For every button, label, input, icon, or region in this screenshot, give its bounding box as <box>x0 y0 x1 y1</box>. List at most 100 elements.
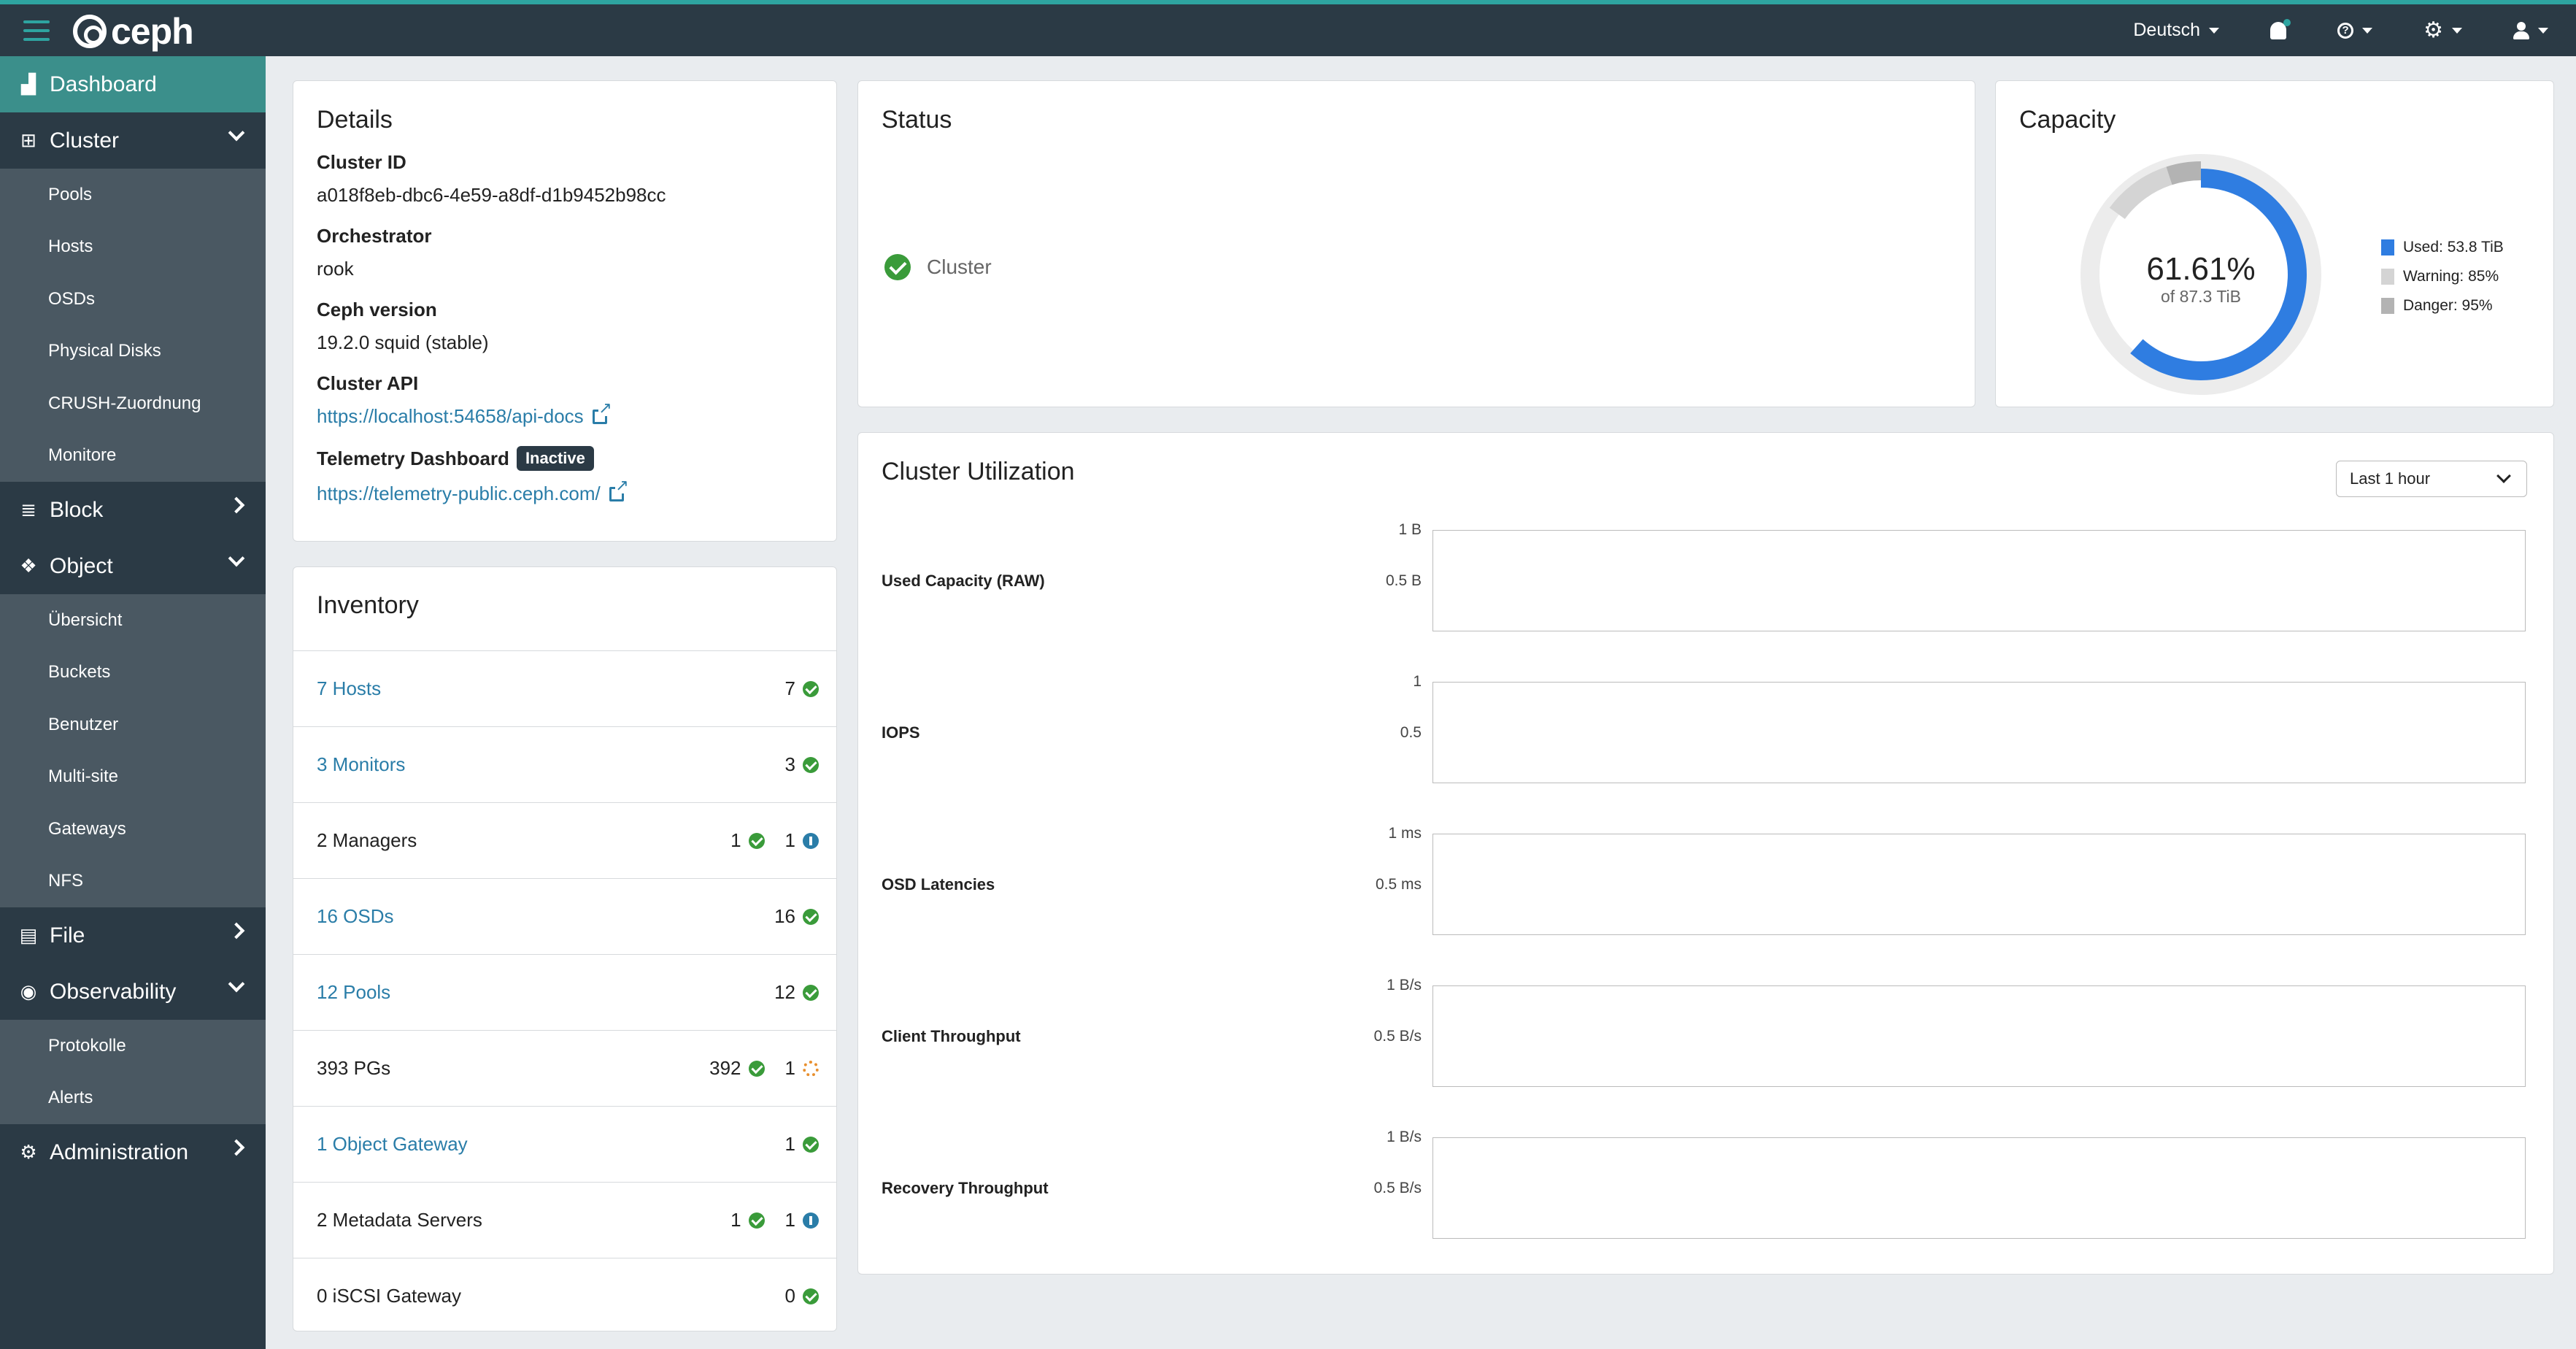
cluster-status[interactable]: Cluster <box>884 254 992 280</box>
inventory-row: 393 PGs 392 1 <box>293 1030 836 1106</box>
sidebar-item-hosts[interactable]: Hosts <box>48 237 93 257</box>
utilization-row-label: OSD Latencies <box>882 875 995 893</box>
y-axis-tick-label: 0.5 ms <box>1375 876 1422 893</box>
inventory-row[interactable]: 12 Pools 12 <box>293 954 836 1030</box>
cluster-status-label: Cluster <box>927 255 992 278</box>
sidebar-item-label: Dashboard <box>50 72 157 96</box>
inventory-count: 1 <box>784 1133 795 1155</box>
sidebar-item-crush-map[interactable]: CRUSH-Zuordnung <box>48 393 201 413</box>
y-axis-tick-label: 1 B/s <box>1387 1129 1422 1145</box>
inventory-row-label: 393 PGs <box>317 1057 391 1079</box>
user-dropdown[interactable] <box>2513 21 2548 39</box>
sidebar-item-osds[interactable]: OSDs <box>48 288 96 309</box>
capacity-percent: 61.61% <box>2146 251 2255 287</box>
area-chart-icon: ▟ <box>21 73 36 95</box>
settings-dropdown[interactable]: ⚙ <box>2423 18 2462 42</box>
utilization-chart-area[interactable] <box>1432 530 2526 631</box>
inventory-row[interactable]: 3 Monitors 3 <box>293 726 836 802</box>
time-range-select[interactable]: Last 1 hour <box>2336 461 2527 497</box>
eye-icon: ◉ <box>20 980 37 1002</box>
language-dropdown[interactable]: Deutsch <box>2133 20 2220 41</box>
inventory-row: 2 Metadata Servers 1 1 <box>293 1182 836 1258</box>
sidebar-item-cluster[interactable]: ⊞ Cluster <box>0 112 266 169</box>
inventory-row-counts: 7 <box>765 677 819 700</box>
inventory-row-label[interactable]: 7 Hosts <box>317 677 382 699</box>
sidebar-item-gateways[interactable]: Gateways <box>48 818 126 839</box>
ceph-logo[interactable]: ceph <box>73 13 194 50</box>
sidebar-item-alerts[interactable]: Alerts <box>48 1088 93 1108</box>
inventory-row-label: 2 Managers <box>317 829 417 851</box>
sidebar-item-monitors[interactable]: Monitore <box>48 445 117 466</box>
inventory-row: 2 Managers 1 1 <box>293 802 836 878</box>
legend-danger: Danger: 95% <box>2381 291 2504 320</box>
inventory-row[interactable]: 16 OSDs 16 <box>293 878 836 954</box>
sidebar-item-users[interactable]: Benutzer <box>48 714 119 734</box>
legend-used: Used: 53.8 TiB <box>2381 233 2504 262</box>
y-axis-tick-label: 0.5 B <box>1385 572 1422 589</box>
telemetry-url: https://telemetry-public.ceph.com/ <box>317 483 601 504</box>
external-link-icon <box>592 399 612 424</box>
cluster-api-url: https://localhost:54658/api-docs <box>317 405 584 427</box>
inventory-count: 12 <box>774 981 795 1003</box>
sidebar-item-logs[interactable]: Protokolle <box>48 1035 126 1056</box>
utilization-chart-area[interactable] <box>1432 682 2526 783</box>
sidebar-item-physical-disks[interactable]: Physical Disks <box>48 341 161 361</box>
sidebar-item-block[interactable]: ≣ Block <box>0 482 266 538</box>
menu-toggle-icon[interactable] <box>23 20 50 42</box>
inventory-row-label[interactable]: 12 Pools <box>317 981 391 1003</box>
telemetry-label-row: Telemetry Dashboard Inactive <box>317 446 594 471</box>
cluster-utilization-card: Cluster Utilization Last 1 hour Used Cap… <box>857 432 2554 1275</box>
inventory-row-counts: 3 <box>765 753 819 776</box>
inventory-count: 1 <box>784 1209 795 1231</box>
sidebar-item-multi-site[interactable]: Multi-site <box>48 766 119 787</box>
chevron-down-icon <box>228 550 245 567</box>
cluster-api-link[interactable]: https://localhost:54658/api-docs <box>317 399 612 428</box>
ceph-version-value: 19.2.0 squid (stable) <box>317 331 489 353</box>
sidebar-item-overview[interactable]: Übersicht <box>48 610 123 630</box>
check-circle-icon <box>748 832 765 849</box>
inventory-row[interactable]: 1 Object Gateway 1 <box>293 1106 836 1182</box>
notifications-button[interactable] <box>2270 18 2291 39</box>
sidebar-item-buckets[interactable]: Buckets <box>48 662 111 683</box>
inventory-row: 0 iSCSI Gateway 0 <box>293 1258 836 1334</box>
cubes-icon: ❖ <box>20 555 37 577</box>
inventory-row-label[interactable]: 3 Monitors <box>317 753 406 775</box>
check-circle-icon <box>748 1212 765 1229</box>
utilization-chart-area[interactable] <box>1432 1137 2526 1239</box>
sidebar-item-label: Administration <box>50 1139 189 1164</box>
chevron-right-icon <box>228 1139 245 1156</box>
object-submenu: Übersicht Buckets Benutzer Multi-site Ga… <box>0 594 266 907</box>
sidebar-item-administration[interactable]: ⚙ Administration <box>0 1124 266 1180</box>
sidebar-item-file[interactable]: ▤ File <box>0 907 266 964</box>
top-nav-right: Deutsch ? ⚙ <box>2133 4 2576 56</box>
sidebar-item-label: Object <box>50 553 113 578</box>
sitemap-icon: ⊞ <box>20 129 36 151</box>
y-axis-tick-label: 1 <box>1413 673 1422 690</box>
database-icon: ≣ <box>20 499 36 520</box>
inventory-row-label[interactable]: 16 OSDs <box>317 905 394 927</box>
inventory-row[interactable]: 7 Hosts 7 <box>293 650 836 726</box>
sidebar-item-nfs[interactable]: NFS <box>48 871 83 891</box>
y-axis-tick-label: 1 B/s <box>1387 977 1422 994</box>
chevron-down-icon <box>228 124 245 142</box>
inventory-count: 1 <box>784 1057 795 1079</box>
chevron-down-icon <box>228 975 245 993</box>
sidebar-item-pools[interactable]: Pools <box>48 184 93 204</box>
sidebar-item-object[interactable]: ❖ Object <box>0 538 266 594</box>
help-dropdown[interactable]: ? <box>2337 22 2373 39</box>
capacity-donut[interactable]: 61.61% of 87.3 TiB <box>2079 153 2323 396</box>
chevron-right-icon <box>228 922 245 939</box>
check-circle-icon <box>803 984 819 1001</box>
utilization-chart-area[interactable] <box>1432 834 2526 935</box>
gear-icon: ⚙ <box>2423 18 2443 42</box>
sidebar-item-dashboard[interactable]: ▟ Dashboard <box>0 56 266 112</box>
inventory-row-label[interactable]: 1 Object Gateway <box>317 1133 468 1155</box>
y-axis-tick-label: 1 B <box>1398 521 1422 538</box>
top-navbar: ceph Deutsch ? ⚙ <box>0 0 2576 56</box>
y-axis-tick-label: 0.5 <box>1400 724 1422 741</box>
utilization-chart-area[interactable] <box>1432 985 2526 1087</box>
telemetry-link[interactable]: https://telemetry-public.ceph.com/ <box>317 477 629 505</box>
details-card: Details Cluster ID a018f8eb-dbc6-4e59-a8… <box>293 80 837 542</box>
sidebar-item-observability[interactable]: ◉ Observability <box>0 964 266 1020</box>
